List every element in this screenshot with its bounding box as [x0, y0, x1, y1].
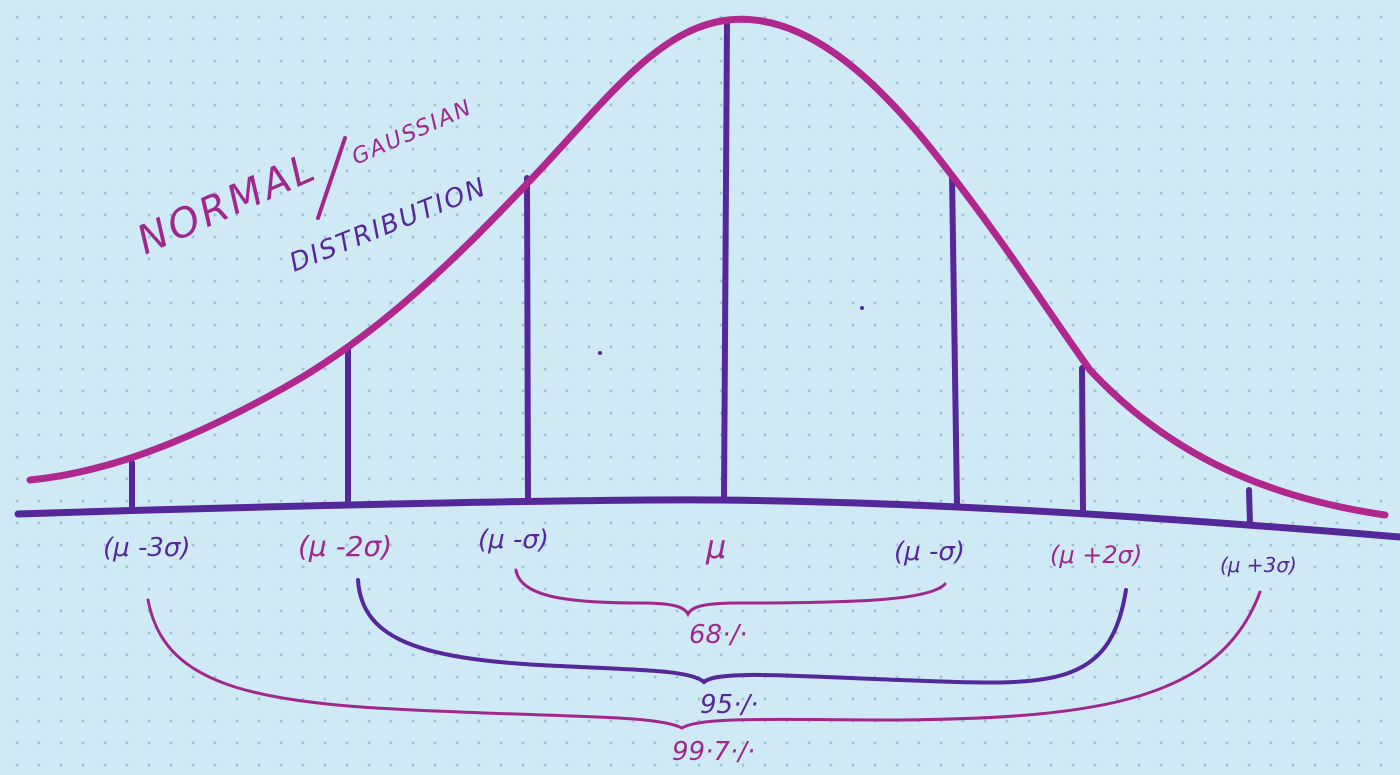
line-mu — [721, 19, 730, 503]
label-mu-minus-sigma-right: (μ -σ) — [894, 537, 965, 567]
line-mu-plus-3sigma — [1246, 487, 1253, 527]
stray-dot — [598, 351, 602, 355]
percent-two-sigma: 95·/· — [700, 690, 758, 720]
percent-one-sigma: 68·/· — [689, 620, 747, 650]
line-mu-minus-sigma-left — [524, 175, 531, 503]
brace-two-sigma — [356, 578, 1128, 685]
brace-three-sigma — [146, 590, 1262, 730]
bell-curve — [26, 15, 1389, 519]
title-gaussian: GAUSSIAN — [348, 95, 476, 170]
line-mu-minus-sigma-right — [949, 172, 960, 508]
title-slash — [316, 136, 347, 220]
label-mu-plus-2sigma: (μ +2σ) — [1050, 541, 1142, 569]
label-mu: μ — [705, 528, 726, 566]
label-mu-plus-3sigma: (μ +3σ) — [1220, 553, 1297, 577]
label-mu-minus-sigma-left: (μ -σ) — [478, 525, 549, 555]
x-axis-line — [14, 496, 1400, 541]
label-mu-minus-3sigma: (μ -3σ) — [103, 533, 191, 563]
label-mu-minus-2sigma: (μ -2σ) — [298, 530, 392, 563]
line-mu-plus-2sigma — [1079, 365, 1086, 515]
stray-dot — [860, 306, 864, 310]
brace-one-sigma — [514, 568, 947, 618]
percent-three-sigma: 99·7·/· — [672, 737, 755, 767]
